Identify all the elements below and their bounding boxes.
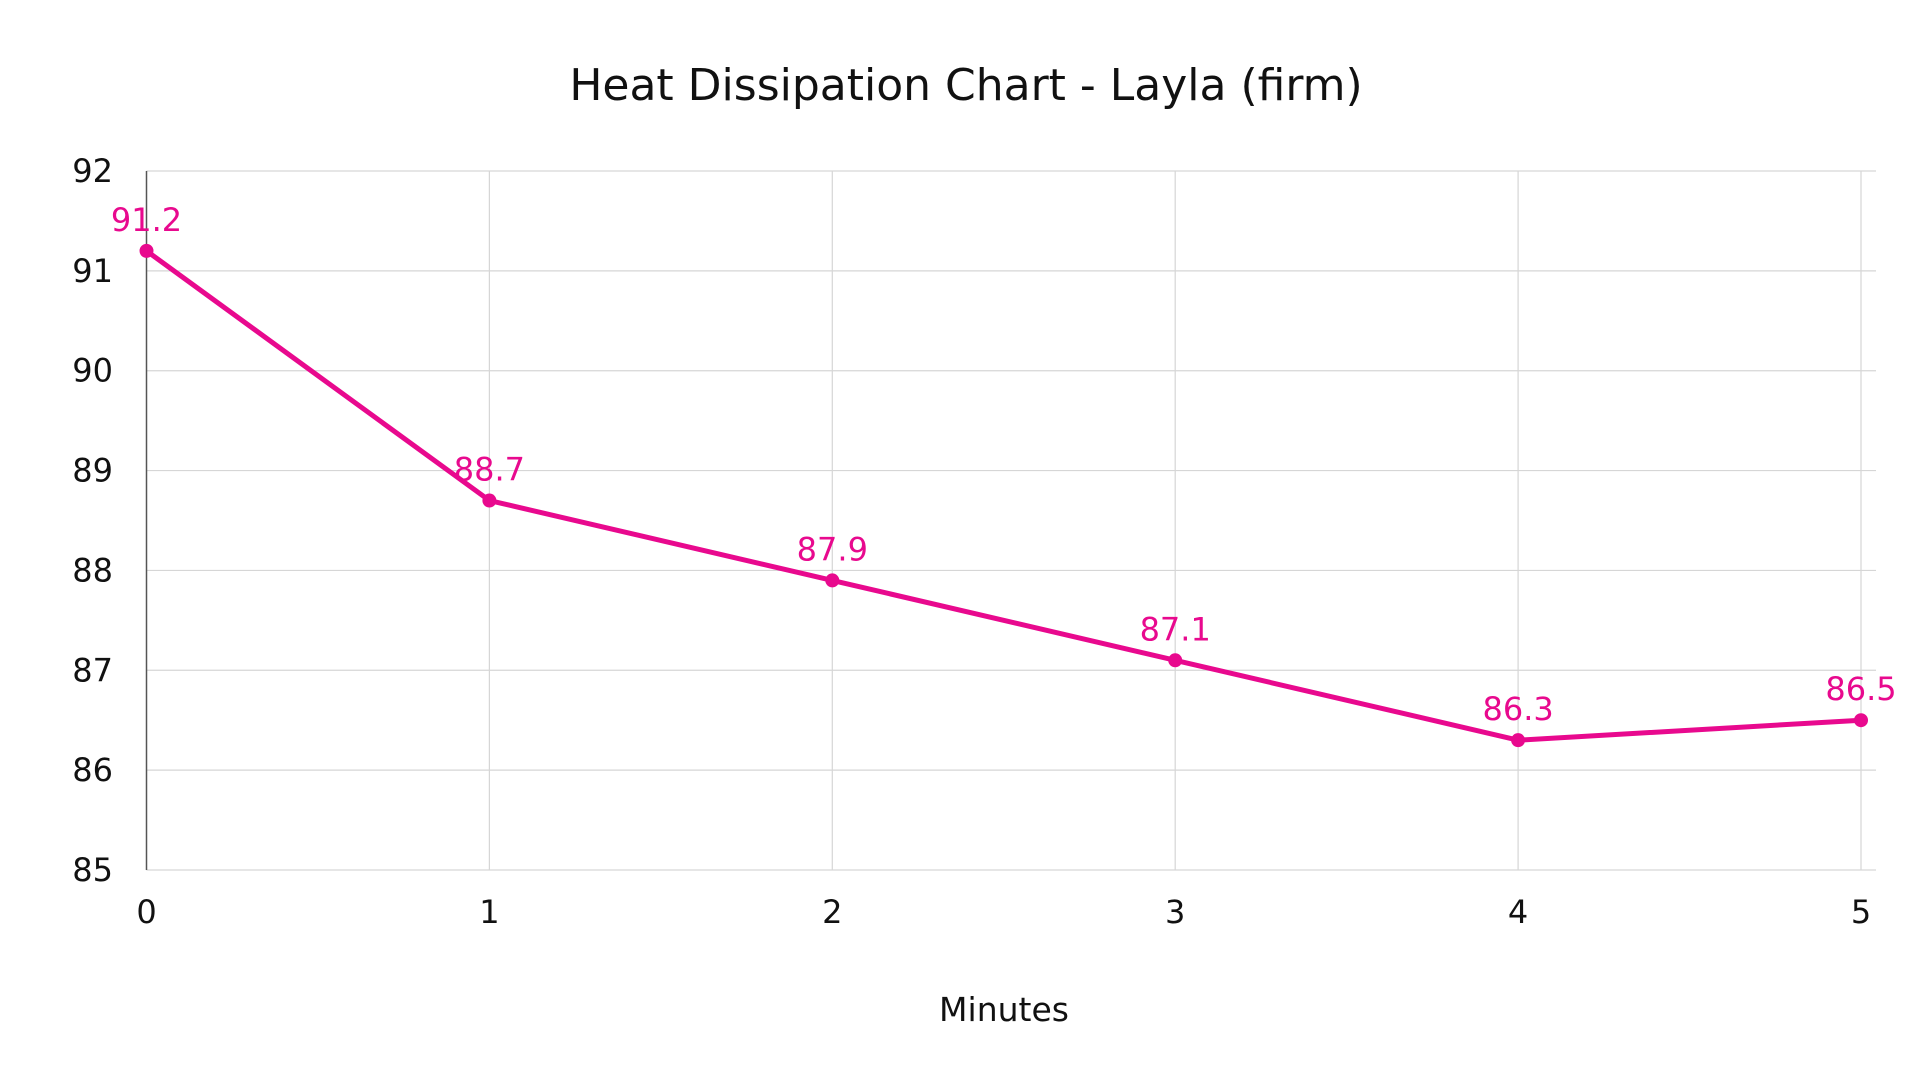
series-layer: 91.2 88.7 87.9 87.1 86.3 86.5 <box>111 201 1897 748</box>
chart-title: Heat Dissipation Chart - Layla (firm) <box>569 60 1362 111</box>
data-point <box>825 573 840 588</box>
y-tick-label: 89 <box>72 452 113 490</box>
grid <box>146 170 1876 871</box>
data-label: 86.5 <box>1825 670 1896 708</box>
x-tick-label: 2 <box>822 893 842 931</box>
y-axis-ticks: 85 86 87 88 89 90 91 92 <box>72 152 113 889</box>
y-tick-label: 88 <box>72 551 113 589</box>
y-tick-label: 91 <box>72 252 113 290</box>
x-tick-label: 1 <box>479 893 499 931</box>
data-label: 87.1 <box>1140 610 1211 648</box>
y-tick-label: 85 <box>72 851 113 889</box>
y-tick-label: 92 <box>72 152 113 190</box>
data-label: 91.2 <box>111 201 182 239</box>
x-tick-label: 3 <box>1165 893 1185 931</box>
y-tick-label: 90 <box>72 352 113 390</box>
x-tick-label: 5 <box>1851 893 1871 931</box>
y-tick-label: 87 <box>72 651 113 689</box>
y-tick-label: 86 <box>72 751 113 789</box>
data-point <box>1511 733 1526 748</box>
series-line <box>145 248 1862 743</box>
data-point <box>1854 713 1868 728</box>
data-point <box>1168 653 1183 668</box>
x-axis-ticks: 0 1 2 3 4 5 <box>136 893 1871 931</box>
data-point <box>482 493 497 508</box>
data-label: 88.7 <box>454 451 525 489</box>
x-tick-label: 0 <box>136 893 156 931</box>
data-point <box>139 243 154 258</box>
x-tick-label: 4 <box>1508 893 1528 931</box>
data-label: 86.3 <box>1482 690 1553 728</box>
x-axis-label: Minutes <box>939 990 1069 1029</box>
data-label: 87.9 <box>797 530 868 568</box>
